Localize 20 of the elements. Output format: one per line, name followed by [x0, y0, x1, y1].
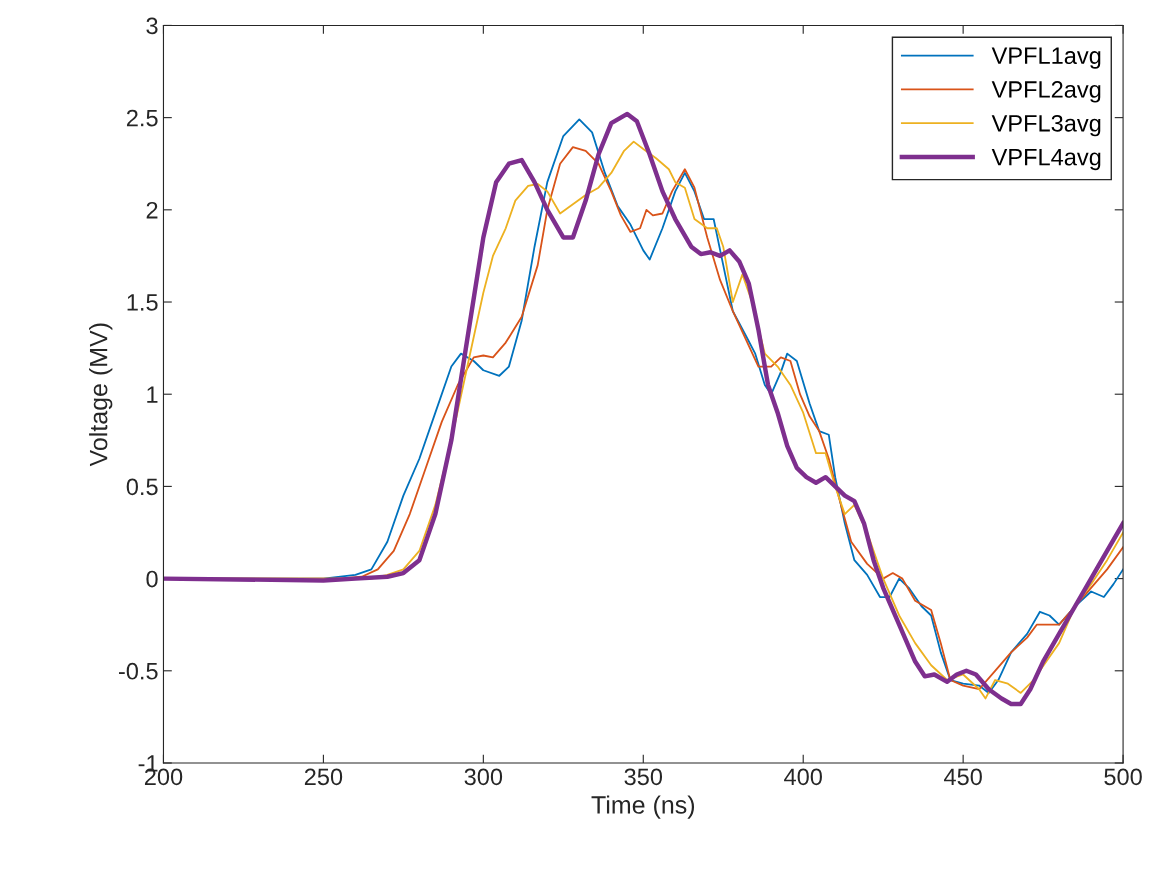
- y-tick-label: 3: [146, 17, 158, 35]
- legend-label: VPFL1avg: [991, 47, 1101, 69]
- y-tick-label: -0.5: [118, 662, 158, 680]
- x-tick-label: 350: [624, 768, 663, 786]
- y-tick-label: 0.5: [126, 478, 158, 496]
- y-tick-label: 1.5: [127, 294, 158, 311]
- legend-label: VPFL2avg: [991, 81, 1101, 103]
- x-tick-label: 500: [1104, 768, 1142, 786]
- y-tick-label: 1: [147, 386, 158, 403]
- x-tick-label: 450: [943, 768, 982, 786]
- x-tick-label: 250: [304, 768, 343, 786]
- x-tick-label: 400: [784, 768, 822, 786]
- y-axis-title: Voltage (MV): [89, 323, 113, 467]
- x-tick-label: 300: [464, 768, 503, 786]
- y-tick-label: 2.5: [126, 109, 158, 127]
- y-tick-label: 0: [146, 570, 158, 588]
- legend-label: VPFL3avg: [991, 114, 1101, 137]
- y-tick-label: 2: [146, 201, 158, 219]
- legend-label: VPFL4avg: [991, 149, 1101, 171]
- x-axis-title: Time (ns): [591, 795, 695, 819]
